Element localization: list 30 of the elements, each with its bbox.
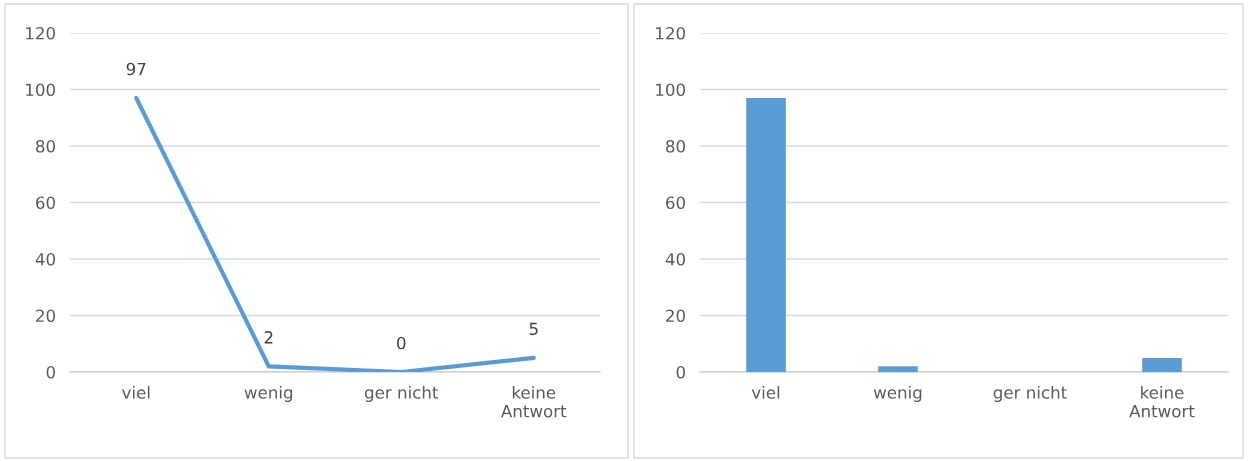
bar	[746, 97, 786, 372]
x-tick-label: viel	[751, 385, 780, 399]
y-tick-label: 40	[35, 252, 55, 266]
bar	[1142, 357, 1182, 372]
y-tick-label: 60	[36, 196, 55, 210]
y-tick-label: 20	[666, 309, 685, 323]
x-tick-label: keine Antwort	[501, 385, 567, 418]
data-label: 0	[397, 336, 406, 350]
x-tick-label: ger nicht	[993, 385, 1067, 403]
data-label: 5	[529, 322, 538, 336]
data-label: 97	[126, 62, 146, 76]
y-tick-label: 20	[36, 309, 55, 323]
bar	[878, 366, 918, 372]
y-tick-label: 100	[656, 83, 685, 97]
line-series	[134, 95, 536, 372]
y-tick-label: 60	[666, 196, 685, 210]
y-tick-label: 0	[46, 365, 55, 379]
data-label: 2	[264, 331, 273, 344]
y-tick-label: 80	[36, 139, 55, 153]
y-tick-label: 40	[665, 252, 685, 266]
x-tick-label: wenig	[873, 385, 922, 403]
y-tick-label: 120	[656, 26, 685, 40]
x-tick-label: ger nicht	[364, 385, 439, 403]
y-tick-label: 80	[666, 139, 685, 153]
x-tick-label: wenig	[244, 385, 293, 403]
y-tick-label: 0	[676, 365, 685, 379]
x-tick-label: viel	[122, 385, 150, 399]
y-tick-label: 120	[26, 26, 55, 40]
y-tick-label: 100	[26, 83, 55, 97]
x-tick-label: keine Antwort	[1129, 385, 1195, 418]
